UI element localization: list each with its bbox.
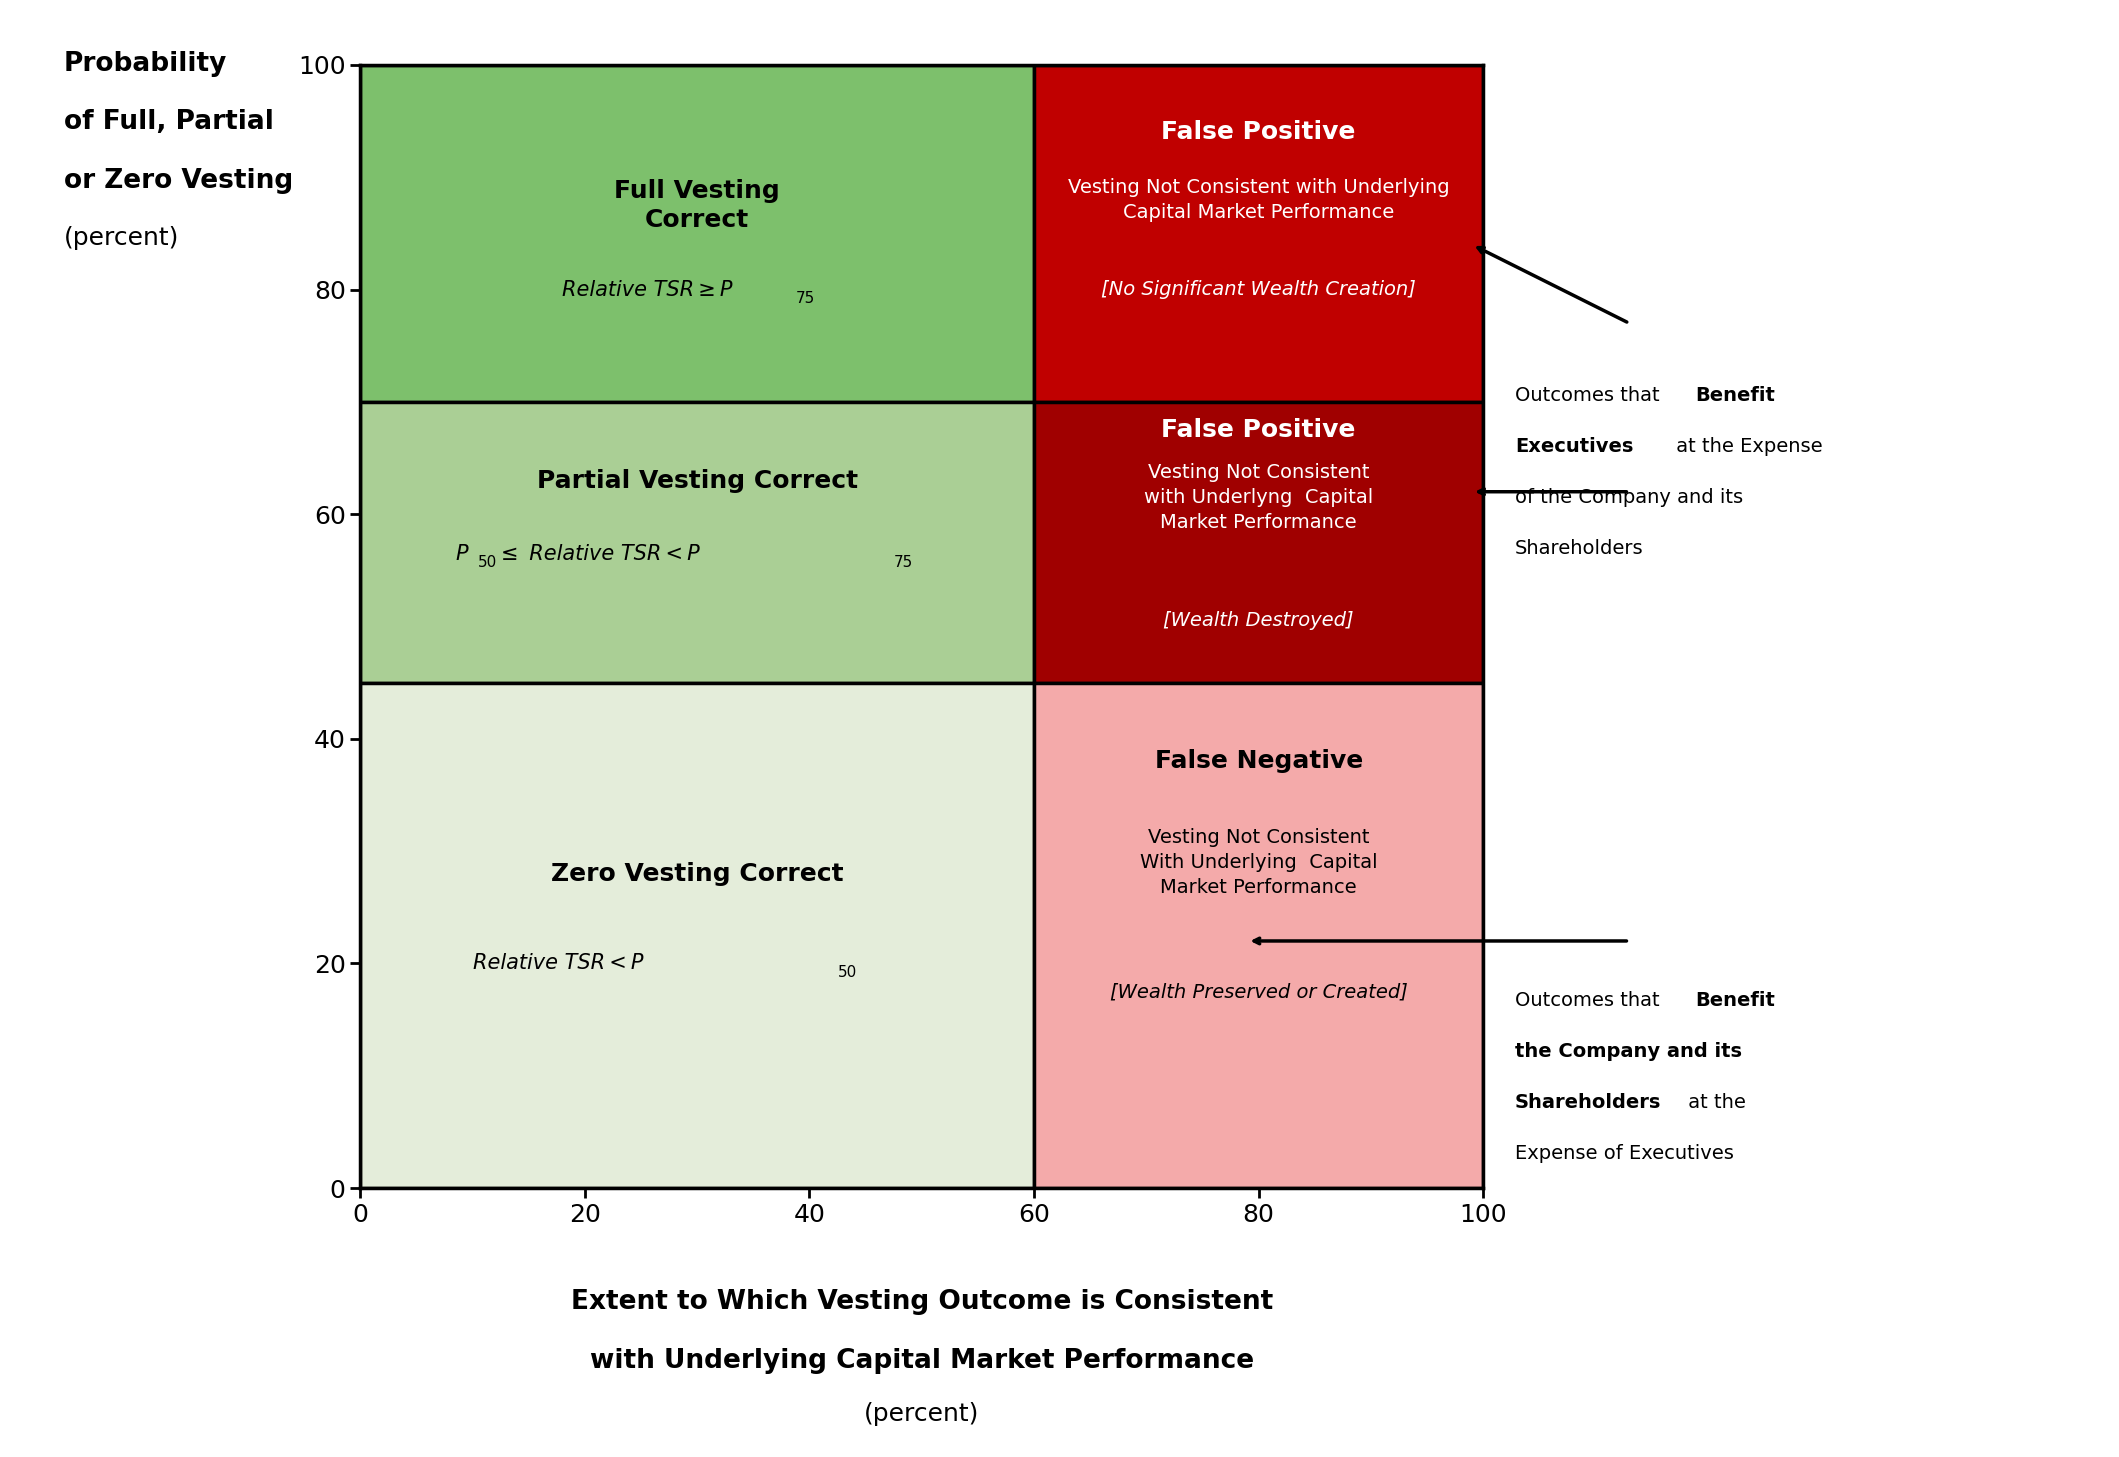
Text: False Positive: False Positive [1161, 418, 1356, 441]
Text: or Zero Vesting: or Zero Vesting [64, 168, 292, 194]
Text: (percent): (percent) [64, 226, 178, 249]
Text: Vesting Not Consistent with Underlying
Capital Market Performance: Vesting Not Consistent with Underlying C… [1068, 178, 1449, 221]
Text: (percent): (percent) [865, 1402, 979, 1425]
Text: 50: 50 [479, 555, 498, 570]
Text: Full Vesting
Correct: Full Vesting Correct [615, 179, 780, 232]
Text: Expense of Executives: Expense of Executives [1515, 1144, 1733, 1163]
Text: of Full, Partial: of Full, Partial [64, 109, 273, 136]
Text: Outcomes that: Outcomes that [1515, 991, 1666, 1010]
Bar [360, 402, 1034, 683]
Bar [1034, 683, 1483, 1187]
Text: 75: 75 [797, 291, 816, 306]
Text: Benefit: Benefit [1695, 386, 1776, 405]
Text: 50: 50 [837, 965, 856, 981]
Text: with Underlying Capital Market Performance: with Underlying Capital Market Performan… [589, 1348, 1254, 1374]
Bar [1034, 66, 1483, 402]
Text: Executives: Executives [1515, 437, 1634, 456]
Bar [360, 683, 1034, 1187]
Text: at the: at the [1682, 1093, 1746, 1112]
Bar [360, 66, 1034, 402]
Text: 75: 75 [894, 555, 913, 570]
Text: Shareholders: Shareholders [1515, 1093, 1661, 1112]
Text: [Wealth Preserved or Created]: [Wealth Preserved or Created] [1110, 982, 1407, 1001]
Text: [No Significant Wealth Creation]: [No Significant Wealth Creation] [1102, 280, 1415, 299]
Text: Outcomes that: Outcomes that [1515, 386, 1666, 405]
Text: Probability: Probability [64, 51, 227, 77]
Text: Extent to Which Vesting Outcome is Consistent: Extent to Which Vesting Outcome is Consi… [570, 1289, 1274, 1316]
Text: Vesting Not Consistent
With Underlying  Capital
Market Performance: Vesting Not Consistent With Underlying C… [1140, 828, 1377, 898]
Text: Shareholders: Shareholders [1515, 539, 1644, 558]
Text: P: P [456, 543, 468, 564]
Text: Relative TSR < P: Relative TSR < P [473, 953, 642, 973]
Text: Vesting Not Consistent
with Underlyng  Capital
Market Performance: Vesting Not Consistent with Underlyng Ca… [1144, 463, 1373, 532]
Text: Benefit: Benefit [1695, 991, 1776, 1010]
Text: at the Expense: at the Expense [1670, 437, 1822, 456]
Text: of the Company and its: of the Company and its [1515, 488, 1744, 507]
Text: ≤  Relative TSR < P: ≤ Relative TSR < P [500, 543, 699, 564]
Text: False Negative: False Negative [1155, 749, 1363, 774]
Text: [Wealth Destroyed]: [Wealth Destroyed] [1163, 612, 1354, 631]
Text: Zero Vesting Correct: Zero Vesting Correct [551, 861, 843, 886]
Text: Partial Vesting Correct: Partial Vesting Correct [536, 469, 858, 492]
Bar [1034, 402, 1483, 683]
Text: Relative TSR ≥ P: Relative TSR ≥ P [562, 280, 733, 300]
Text: False Positive: False Positive [1161, 121, 1356, 144]
Text: the Company and its: the Company and its [1515, 1042, 1742, 1061]
